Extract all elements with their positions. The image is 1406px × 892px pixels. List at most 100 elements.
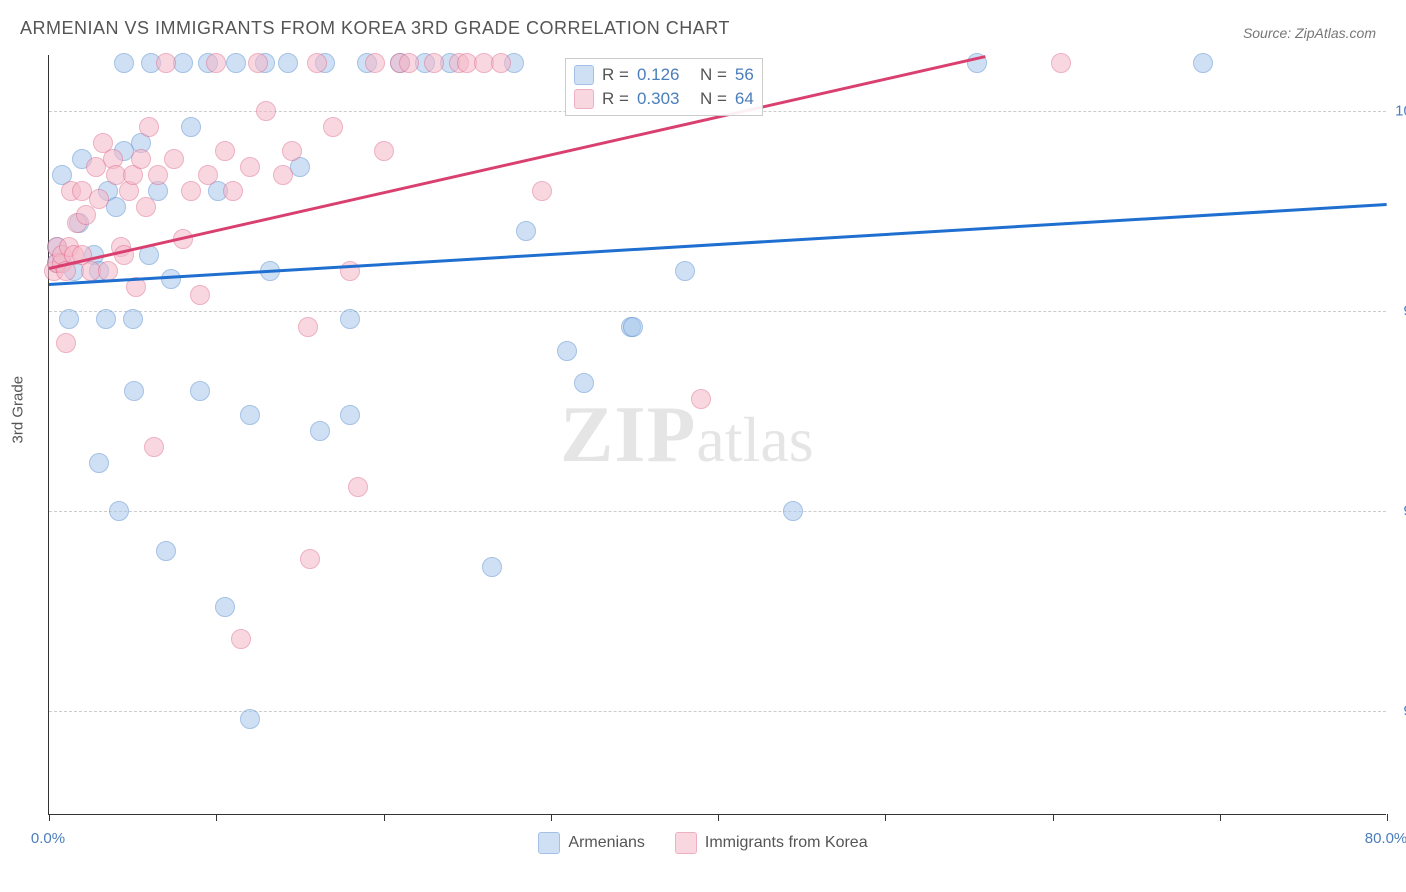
scatter-point: [215, 597, 235, 617]
x-tick: [384, 814, 385, 821]
legend-label: Immigrants from Korea: [705, 834, 868, 852]
scatter-point: [98, 261, 118, 281]
grid-line: [49, 311, 1386, 312]
scatter-point: [156, 53, 176, 73]
scatter-point: [161, 269, 181, 289]
x-tick: [1387, 814, 1388, 821]
stats-r-label: R =: [602, 89, 629, 109]
scatter-point: [114, 53, 134, 73]
scatter-point: [190, 381, 210, 401]
scatter-point: [248, 53, 268, 73]
scatter-point: [1051, 53, 1071, 73]
bottom-legend: Armenians Immigrants from Korea: [0, 832, 1406, 854]
chart-plot-area: 92.5%95.0%97.5%100.0%: [48, 55, 1386, 815]
grid-line: [49, 511, 1386, 512]
scatter-point: [783, 501, 803, 521]
x-tick: [885, 814, 886, 821]
stats-row: R = 0.303 N = 64: [574, 87, 754, 111]
scatter-point: [223, 181, 243, 201]
x-tick: [551, 814, 552, 821]
scatter-point: [124, 381, 144, 401]
scatter-point: [557, 341, 577, 361]
scatter-point: [691, 389, 711, 409]
scatter-point: [109, 501, 129, 521]
x-tick: [718, 814, 719, 821]
stats-r-value: 0.126: [637, 65, 692, 85]
legend-item: Immigrants from Korea: [675, 832, 868, 854]
scatter-point: [307, 53, 327, 73]
scatter-point: [206, 53, 226, 73]
stats-n-label: N =: [700, 89, 727, 109]
stats-legend-box: R = 0.126 N = 56 R = 0.303 N = 64: [565, 58, 763, 116]
scatter-point: [215, 141, 235, 161]
scatter-point: [148, 165, 168, 185]
scatter-point: [181, 117, 201, 137]
scatter-point: [56, 333, 76, 353]
stats-row: R = 0.126 N = 56: [574, 63, 754, 87]
scatter-point: [136, 197, 156, 217]
scatter-point: [424, 53, 444, 73]
scatter-point: [516, 221, 536, 241]
scatter-point: [231, 629, 251, 649]
legend-swatch: [538, 832, 560, 854]
stats-n-value: 64: [735, 89, 754, 109]
stats-swatch: [574, 89, 594, 109]
scatter-point: [131, 149, 151, 169]
scatter-point: [226, 53, 246, 73]
scatter-point: [139, 117, 159, 137]
scatter-point: [89, 189, 109, 209]
stats-swatch: [574, 65, 594, 85]
scatter-point: [482, 557, 502, 577]
chart-title: ARMENIAN VS IMMIGRANTS FROM KOREA 3RD GR…: [20, 18, 730, 39]
scatter-point: [348, 477, 368, 497]
scatter-point: [623, 317, 643, 337]
scatter-point: [374, 141, 394, 161]
scatter-point: [340, 405, 360, 425]
x-tick-label: 80.0%: [1365, 830, 1406, 847]
scatter-point: [574, 373, 594, 393]
scatter-point: [365, 53, 385, 73]
scatter-point: [310, 421, 330, 441]
scatter-point: [399, 53, 419, 73]
scatter-point: [675, 261, 695, 281]
stats-n-label: N =: [700, 65, 727, 85]
scatter-point: [59, 309, 79, 329]
x-tick-label: 0.0%: [31, 830, 65, 847]
scatter-point: [164, 149, 184, 169]
y-axis-label: 3rd Grade: [10, 376, 27, 444]
scatter-point: [278, 53, 298, 73]
scatter-point: [1193, 53, 1213, 73]
scatter-point: [491, 53, 511, 73]
legend-label: Armenians: [568, 834, 644, 852]
scatter-point: [89, 453, 109, 473]
scatter-point: [298, 317, 318, 337]
stats-n-value: 56: [735, 65, 754, 85]
scatter-point: [273, 165, 293, 185]
stats-r-value: 0.303: [637, 89, 692, 109]
stats-r-label: R =: [602, 65, 629, 85]
scatter-point: [156, 541, 176, 561]
x-tick: [1053, 814, 1054, 821]
scatter-point: [340, 309, 360, 329]
scatter-point: [76, 205, 96, 225]
scatter-point: [532, 181, 552, 201]
scatter-point: [300, 549, 320, 569]
scatter-point: [123, 309, 143, 329]
scatter-point: [323, 117, 343, 137]
legend-item: Armenians: [538, 832, 644, 854]
source-label: Source: ZipAtlas.com: [1243, 25, 1376, 41]
scatter-point: [256, 101, 276, 121]
scatter-point: [198, 165, 218, 185]
trend-line: [49, 203, 1387, 285]
x-tick: [216, 814, 217, 821]
x-tick: [49, 814, 50, 821]
scatter-point: [144, 437, 164, 457]
legend-swatch: [675, 832, 697, 854]
scatter-point: [240, 709, 260, 729]
scatter-point: [181, 181, 201, 201]
scatter-point: [96, 309, 116, 329]
y-tick-label: 100.0%: [1395, 103, 1406, 120]
scatter-point: [240, 405, 260, 425]
scatter-point: [240, 157, 260, 177]
scatter-point: [282, 141, 302, 161]
